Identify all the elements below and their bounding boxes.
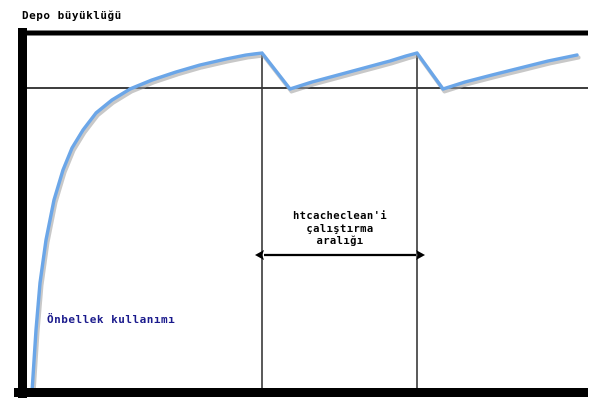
cache-usage-curve (30, 51, 579, 394)
page-title: Depo büyüklüğü (22, 9, 122, 22)
interval-annotation-line-1: htcacheclean'i (292, 210, 388, 222)
cache-usage-curve-shadow (31, 53, 581, 397)
interval-annotation-line-3: aralığı (316, 235, 364, 247)
series-caption-label: Önbellek kullanımı (47, 313, 176, 326)
interval-annotation-line-2: çalıştırma (306, 222, 374, 235)
interval-annotation: htcacheclean'i çalıştırma aralığı (262, 210, 418, 248)
